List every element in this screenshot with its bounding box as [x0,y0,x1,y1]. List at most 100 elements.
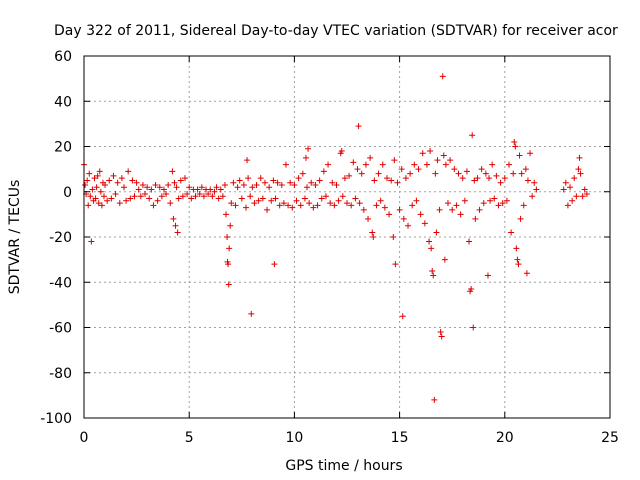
data-point [108,195,115,202]
data-point [163,191,170,198]
data-point [175,195,182,202]
plot-frame [83,55,611,419]
data-point [173,184,180,191]
data-point [468,286,475,293]
data-point [160,186,167,193]
data-point [386,211,393,218]
data-point [508,229,515,236]
data-point [158,193,165,200]
data-point [266,184,273,191]
data-point [513,245,520,252]
data-point [320,168,327,175]
data-point [523,270,530,277]
data-point [529,193,536,200]
data-point [437,329,444,336]
data-point [85,202,92,209]
data-point [144,184,151,191]
data-point [409,202,416,209]
data-point [227,222,234,229]
data-point [348,202,355,209]
data-point [426,238,433,245]
data-point [305,145,312,152]
data-point [379,161,386,168]
data-point [472,215,479,222]
data-point [392,261,399,268]
data-point [527,150,534,157]
data-point [335,197,342,204]
data-point [293,197,300,204]
data-point [449,206,456,213]
data-point [438,333,445,340]
data-point [244,157,251,164]
data-point [511,138,518,145]
data-point [194,186,201,193]
data-point [100,193,107,200]
data-point [238,195,245,202]
data-point [156,184,163,191]
data-point [318,195,325,202]
data-point [569,197,576,204]
data-point [370,234,377,240]
y-tick-label: -40 [49,275,72,291]
data-point [520,202,527,209]
data-point [308,179,315,186]
x-tick-label: 25 [601,430,619,446]
data-point [333,181,340,188]
data-point [91,175,98,182]
y-tick-label: 60 [54,49,72,65]
data-point [125,168,132,175]
data-point [576,154,583,161]
data-point [562,179,569,186]
data-point [581,186,588,193]
data-point [365,215,372,222]
y-tick-label: 20 [54,140,72,156]
data-point [567,184,574,191]
data-point [411,161,418,168]
x-tick-label: 10 [285,430,303,446]
data-point [516,152,523,159]
data-point [415,166,422,173]
data-point [329,179,336,186]
data-point [135,186,142,193]
data-point [486,175,493,182]
data-point [310,204,317,211]
data-point [533,186,540,193]
data-point [142,191,149,198]
axis-ticks [83,55,611,419]
data-point [285,202,292,209]
data-point [482,170,489,177]
data-point [356,200,363,207]
data-point [133,179,140,186]
data-point [223,211,230,218]
data-point [377,197,384,204]
data-point [497,179,504,186]
data-point [116,200,123,207]
data-point [228,200,235,207]
data-point [355,123,362,130]
data-point [577,170,584,177]
data-point [480,200,487,207]
data-point [484,272,491,279]
data-point [358,170,365,177]
data-point [381,204,388,211]
data-point [346,172,353,179]
data-point [510,170,517,177]
data-point [224,234,231,240]
data-point [221,181,228,188]
data-point [440,152,447,159]
data-point [94,172,101,179]
data-point [459,175,466,182]
data-point [87,193,94,200]
data-point [110,172,117,179]
data-point [98,202,105,209]
data-point [373,202,380,209]
data-point [272,195,279,202]
data-point [102,181,109,188]
data-point [451,166,458,173]
x-tick-label: 20 [496,430,514,446]
data-point [583,191,590,198]
data-point [88,238,95,245]
data-point [165,181,172,188]
data-points [81,73,590,403]
